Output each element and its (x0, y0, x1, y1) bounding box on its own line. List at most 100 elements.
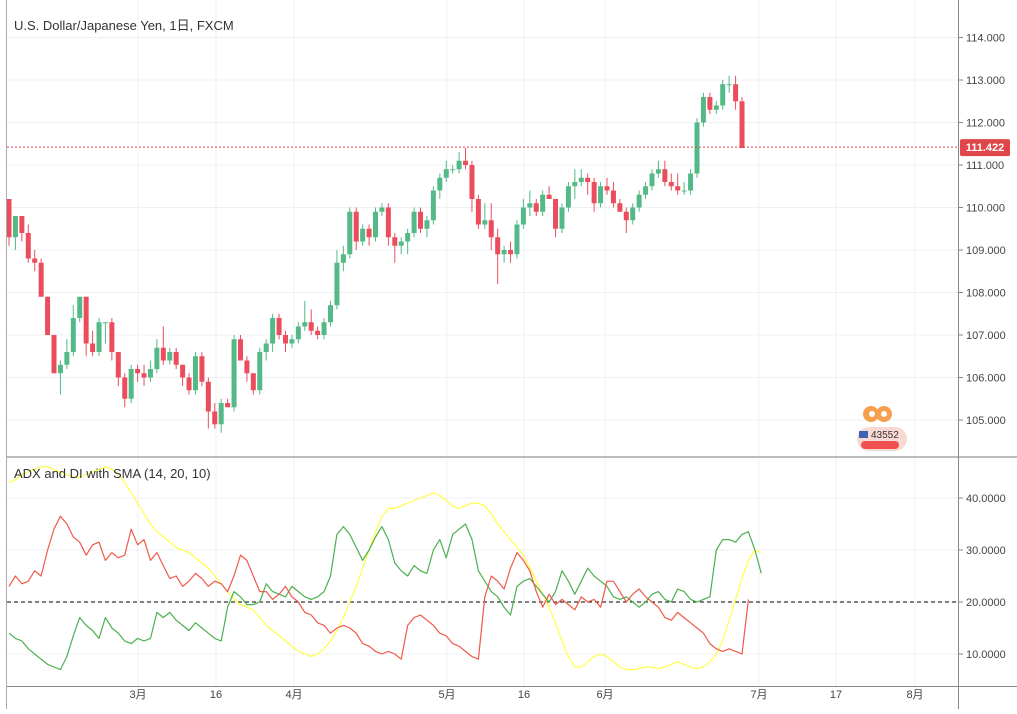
candle[interactable] (514, 220, 520, 259)
candle[interactable] (340, 245, 346, 272)
candle[interactable] (501, 245, 507, 263)
candle[interactable] (707, 92, 713, 114)
candle[interactable] (347, 207, 353, 259)
candle[interactable] (598, 182, 604, 208)
price-plot[interactable] (6, 75, 959, 433)
candle[interactable] (649, 169, 655, 191)
candle[interactable] (739, 97, 745, 148)
candle[interactable] (617, 199, 623, 212)
candle[interactable] (456, 152, 462, 174)
candle[interactable] (244, 356, 250, 382)
candle[interactable] (475, 194, 481, 229)
candle[interactable] (115, 352, 121, 386)
candle[interactable] (45, 296, 51, 335)
candle[interactable] (681, 182, 687, 195)
candle[interactable] (147, 360, 153, 382)
candle[interactable] (353, 207, 359, 251)
candle[interactable] (270, 313, 276, 352)
candle[interactable] (25, 224, 31, 263)
candle[interactable] (520, 199, 526, 229)
candle[interactable] (662, 160, 668, 187)
candle[interactable] (12, 216, 18, 250)
candle[interactable] (482, 203, 488, 229)
candle[interactable] (276, 313, 282, 340)
candle[interactable] (418, 207, 424, 234)
candle[interactable] (135, 364, 141, 382)
candle[interactable] (700, 92, 706, 127)
candle[interactable] (237, 335, 243, 361)
candle[interactable] (282, 330, 288, 352)
candle[interactable] (411, 207, 417, 238)
candle[interactable] (398, 237, 404, 255)
candle[interactable] (450, 165, 456, 174)
candle[interactable] (263, 339, 269, 361)
candle[interactable] (192, 352, 198, 395)
time-axis[interactable]: 3月 16 4月 5月 16 6月 7月 17 8月 (129, 689, 923, 701)
candle[interactable] (186, 373, 192, 395)
indicator-axis[interactable]: 40.0000 30.0000 20.0000 10.0000 (958, 493, 1006, 661)
candle[interactable] (70, 305, 76, 357)
candle[interactable] (578, 169, 584, 187)
candle[interactable] (141, 364, 147, 386)
candle[interactable] (424, 216, 430, 238)
candle[interactable] (6, 199, 12, 246)
candle[interactable] (694, 118, 700, 178)
candle[interactable] (32, 250, 38, 272)
candle[interactable] (443, 160, 449, 182)
candle[interactable] (321, 318, 327, 340)
candle[interactable] (553, 199, 559, 238)
price-axis[interactable]: 114.000 113.000 112.000 111.000 110.000 109.0… (958, 33, 1006, 428)
candle[interactable] (488, 203, 494, 250)
candle[interactable] (495, 228, 501, 284)
candle[interactable] (64, 339, 70, 369)
candle[interactable] (366, 224, 372, 246)
candle[interactable] (205, 377, 211, 429)
candle[interactable] (302, 301, 308, 331)
candle[interactable] (643, 182, 649, 199)
candle[interactable] (250, 373, 256, 395)
candle[interactable] (109, 318, 115, 361)
candle[interactable] (392, 233, 398, 263)
adx-sma-line[interactable] (8, 466, 762, 671)
candle[interactable] (315, 326, 321, 340)
candle[interactable] (585, 173, 591, 195)
candle[interactable] (328, 301, 333, 327)
candle[interactable] (565, 182, 571, 212)
candle[interactable] (180, 364, 186, 386)
candle[interactable] (720, 80, 726, 110)
candle[interactable] (559, 203, 565, 233)
candle[interactable] (173, 347, 179, 369)
candle[interactable] (540, 190, 546, 217)
candle[interactable] (218, 398, 224, 433)
candle[interactable] (231, 335, 237, 412)
candle[interactable] (122, 373, 128, 408)
candle[interactable] (437, 173, 443, 200)
candle[interactable] (90, 330, 96, 357)
candle[interactable] (212, 403, 218, 429)
candle[interactable] (463, 148, 469, 170)
candle[interactable] (726, 75, 732, 93)
candle[interactable] (360, 224, 366, 246)
candle[interactable] (334, 250, 340, 310)
candle[interactable] (636, 190, 642, 212)
candle[interactable] (160, 326, 166, 365)
candle[interactable] (713, 101, 719, 114)
candle[interactable] (688, 169, 694, 195)
candle[interactable] (295, 322, 301, 344)
candle[interactable] (225, 398, 231, 408)
candle[interactable] (508, 241, 514, 263)
candle[interactable] (668, 173, 674, 191)
candle[interactable] (385, 203, 391, 246)
candle[interactable] (572, 169, 578, 199)
indicator-plot[interactable] (7, 466, 958, 671)
candle[interactable] (154, 339, 160, 374)
candle[interactable] (289, 335, 295, 348)
candle[interactable] (257, 347, 263, 395)
candle[interactable] (469, 160, 475, 212)
logo-badge[interactable]: 43552 (857, 406, 907, 451)
candle[interactable] (604, 177, 610, 195)
candle[interactable] (77, 296, 83, 323)
candle[interactable] (675, 173, 681, 195)
candle[interactable] (57, 360, 63, 395)
candle[interactable] (83, 296, 89, 357)
